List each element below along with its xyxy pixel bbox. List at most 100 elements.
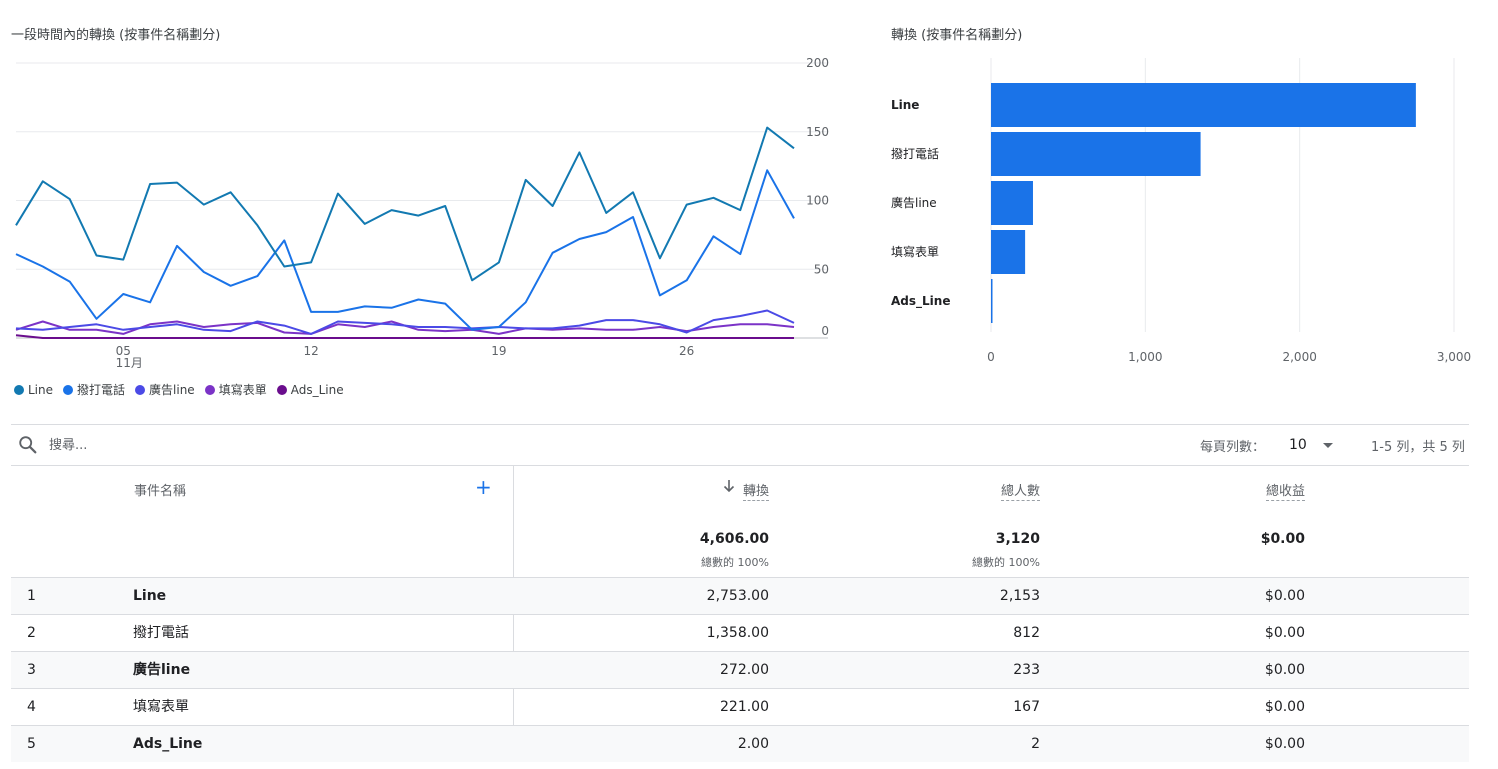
- rows-per-page-select[interactable]: 10: [1289, 437, 1333, 453]
- row-index: 4: [27, 699, 36, 715]
- x-tick-label: 3,000: [1437, 350, 1471, 364]
- caret-down-icon[interactable]: [1322, 442, 1333, 448]
- row-conversions: 1,358.00: [706, 625, 769, 641]
- series-line-1: [15, 169, 795, 331]
- bar: [991, 279, 993, 323]
- header-total-users[interactable]: 總人數: [1000, 480, 1040, 501]
- table-toolbar: 每頁列數： 10 1-5 列，共 5 列: [11, 424, 1469, 466]
- category-label: 撥打電話: [891, 146, 939, 161]
- series-line-3: [15, 320, 795, 335]
- category-label: 填寫表單: [891, 244, 939, 259]
- total-users: 3,120: [995, 531, 1040, 547]
- bar: [991, 83, 1416, 127]
- table-row[interactable]: 1 Line 2,753.00 2,153 $0.00: [11, 578, 1469, 615]
- table-header: 事件名稱 + 轉換 總人數 總收益 4,606.00 總數的 100% 3,12…: [11, 465, 1469, 578]
- total-users-pct: 總數的 100%: [972, 556, 1040, 569]
- legend-label: 撥打電話: [77, 383, 126, 397]
- bar: [991, 132, 1201, 176]
- legend-label: Line: [28, 382, 54, 397]
- table-row[interactable]: 2 撥打電話 1,358.00 812 $0.00: [11, 615, 1469, 652]
- category-label: Ads_Line: [891, 294, 950, 309]
- row-users: 233: [1013, 662, 1040, 678]
- legend-dot-icon: [204, 384, 215, 395]
- x-tick-label: 1,000: [1128, 350, 1162, 364]
- y-tick-label: 100: [806, 194, 829, 208]
- x-tick-label: 12: [303, 344, 318, 358]
- y-tick-label: 50: [814, 262, 829, 276]
- row-conversions: 2,753.00: [706, 588, 769, 604]
- row-event-name[interactable]: Line: [133, 588, 167, 604]
- row-index: 2: [27, 625, 36, 641]
- conversions-over-time-chart: 0 50 100 150 200 05 12 19 26 11月: [15, 56, 829, 370]
- row-event-name[interactable]: 廣告line: [133, 662, 191, 678]
- header-conversions[interactable]: 轉換: [742, 480, 769, 501]
- row-revenue: $0.00: [1264, 662, 1305, 678]
- legend-dot-icon: [63, 384, 74, 395]
- legend-dot-icon: [14, 384, 24, 395]
- series-line-0: [15, 126, 795, 282]
- search-bar[interactable]: [17, 434, 351, 456]
- x-tick-label: 0: [987, 350, 995, 364]
- line-chart-title: 一段時間內的轉換 (按事件名稱劃分): [11, 28, 221, 43]
- rows-per-page-label: 每頁列數：: [1200, 439, 1266, 455]
- y-tick-label: 200: [806, 56, 829, 70]
- line-chart-legend: Line 撥打電話 廣告line 填寫表單 Ads_Line: [14, 381, 344, 398]
- series-line-4: [15, 334, 794, 339]
- add-dimension-button[interactable]: +: [475, 475, 492, 499]
- legend-item[interactable]: 廣告line: [135, 381, 195, 398]
- table-row[interactable]: 3 廣告line 272.00 233 $0.00: [11, 652, 1469, 689]
- row-revenue: $0.00: [1264, 625, 1305, 641]
- search-icon[interactable]: [17, 434, 39, 456]
- row-revenue: $0.00: [1264, 736, 1305, 752]
- row-conversions: 2.00: [737, 736, 769, 752]
- pagination-text: 1-5 列，共 5 列: [1371, 439, 1465, 455]
- total-conversions: 4,606.00: [699, 531, 769, 547]
- legend-label: Ads_Line: [290, 382, 344, 397]
- bar: [991, 230, 1026, 274]
- legend-dot-icon: [276, 384, 287, 395]
- row-users: 167: [1013, 699, 1040, 715]
- row-index: 5: [27, 736, 36, 752]
- total-conversions-pct: 總數的 100%: [701, 556, 769, 569]
- legend-item[interactable]: 撥打電話: [63, 381, 125, 398]
- x-tick-label: 19: [491, 344, 506, 358]
- table-row[interactable]: 5 Ads_Line 2.00 2 $0.00: [11, 726, 1469, 762]
- header-total-revenue[interactable]: 總收益: [1265, 480, 1305, 501]
- row-event-name[interactable]: Ads_Line: [133, 736, 203, 752]
- row-users: 2,153: [999, 588, 1040, 604]
- search-input[interactable]: [47, 436, 351, 454]
- row-revenue: $0.00: [1264, 588, 1305, 604]
- bar-chart-title: 轉換 (按事件名稱劃分): [891, 28, 1023, 43]
- event-table: 事件名稱 + 轉換 總人數 總收益 4,606.00 總數的 100% 3,12…: [11, 465, 1469, 762]
- series-line-2: [15, 309, 795, 335]
- arrow-down-icon[interactable]: [723, 479, 735, 493]
- row-revenue: $0.00: [1264, 699, 1305, 715]
- legend-label: 填寫表單: [218, 383, 267, 397]
- table-row[interactable]: 4 填寫表單 221.00 167 $0.00: [11, 689, 1469, 726]
- total-revenue: $0.00: [1260, 531, 1305, 547]
- legend-label: 廣告line: [149, 383, 195, 397]
- row-event-name[interactable]: 填寫表單: [133, 699, 189, 715]
- legend-dot-icon: [135, 384, 146, 395]
- row-users: 2: [1031, 736, 1040, 752]
- row-index: 1: [27, 588, 36, 604]
- row-conversions: 272.00: [720, 662, 769, 678]
- x-tick-label: 05: [116, 344, 131, 358]
- row-event-name[interactable]: 撥打電話: [133, 625, 189, 641]
- y-tick-label: 0: [821, 324, 829, 338]
- x-tick-label: 26: [679, 344, 694, 358]
- rows-per-page-value: 10: [1289, 437, 1307, 453]
- x-tick-label: 2,000: [1282, 350, 1316, 364]
- row-users: 812: [1013, 625, 1040, 641]
- x-axis-sublabel: 11月: [116, 356, 143, 370]
- header-event-name[interactable]: 事件名稱: [134, 484, 187, 499]
- legend-item[interactable]: Line: [14, 381, 53, 398]
- row-conversions: 221.00: [720, 699, 769, 715]
- legend-item[interactable]: Ads_Line: [276, 381, 344, 398]
- category-label: 廣告line: [891, 196, 937, 210]
- bar: [991, 181, 1033, 225]
- legend-item[interactable]: 填寫表單: [204, 381, 267, 398]
- rows-per-page: 每頁列數： 10: [1200, 436, 1333, 455]
